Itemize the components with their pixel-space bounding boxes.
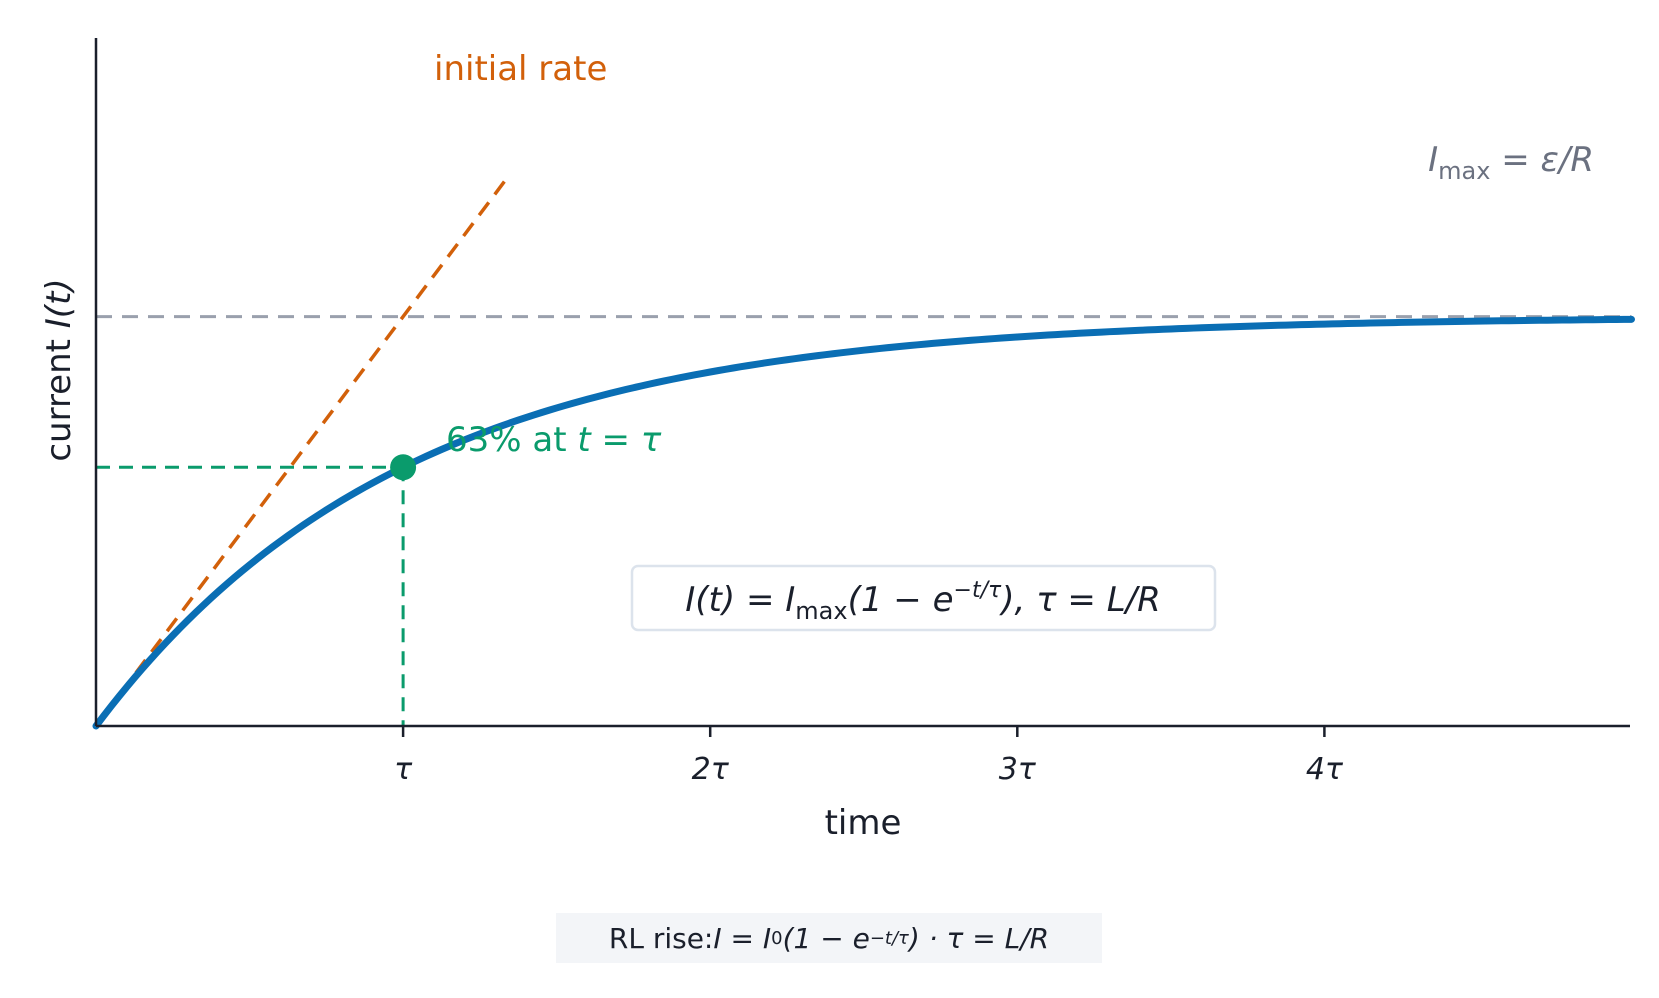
- caption-formula-a: I = I: [713, 921, 772, 955]
- x-tick-label: 4τ: [1306, 752, 1344, 787]
- caption-formula-b: (1 − e: [782, 921, 870, 955]
- imax-label: Imax = ε/R: [1428, 140, 1594, 185]
- x-tick-label: 3τ: [999, 752, 1037, 787]
- tau-marker-label: 63% at t = τ: [446, 420, 662, 460]
- caption: RL rise: I = I 0 (1 − e −t/τ) · τ = L/R: [556, 913, 1102, 963]
- caption-sup: −t/τ: [869, 927, 909, 949]
- tau-marker-point: [390, 454, 417, 481]
- x-ticks: τ 2τ 3τ 4τ: [394, 726, 1344, 787]
- formula-box: [630, 564, 1217, 632]
- x-tick-label: τ: [394, 752, 413, 787]
- x-axis-title: time: [825, 803, 902, 843]
- caption-sub: 0: [771, 927, 783, 949]
- y-axis-title: current I(t): [39, 278, 79, 461]
- initial-rate-label: initial rate: [434, 49, 607, 89]
- current-curve: [92, 315, 1635, 730]
- caption-formula-c: ) · τ = L/R: [908, 921, 1050, 955]
- caption-prefix: RL rise:: [608, 921, 714, 955]
- x-tick-label: 2τ: [692, 752, 730, 787]
- formula-text: I(t) = Imax(1 − e−t/τ), τ = L/R: [685, 578, 1160, 625]
